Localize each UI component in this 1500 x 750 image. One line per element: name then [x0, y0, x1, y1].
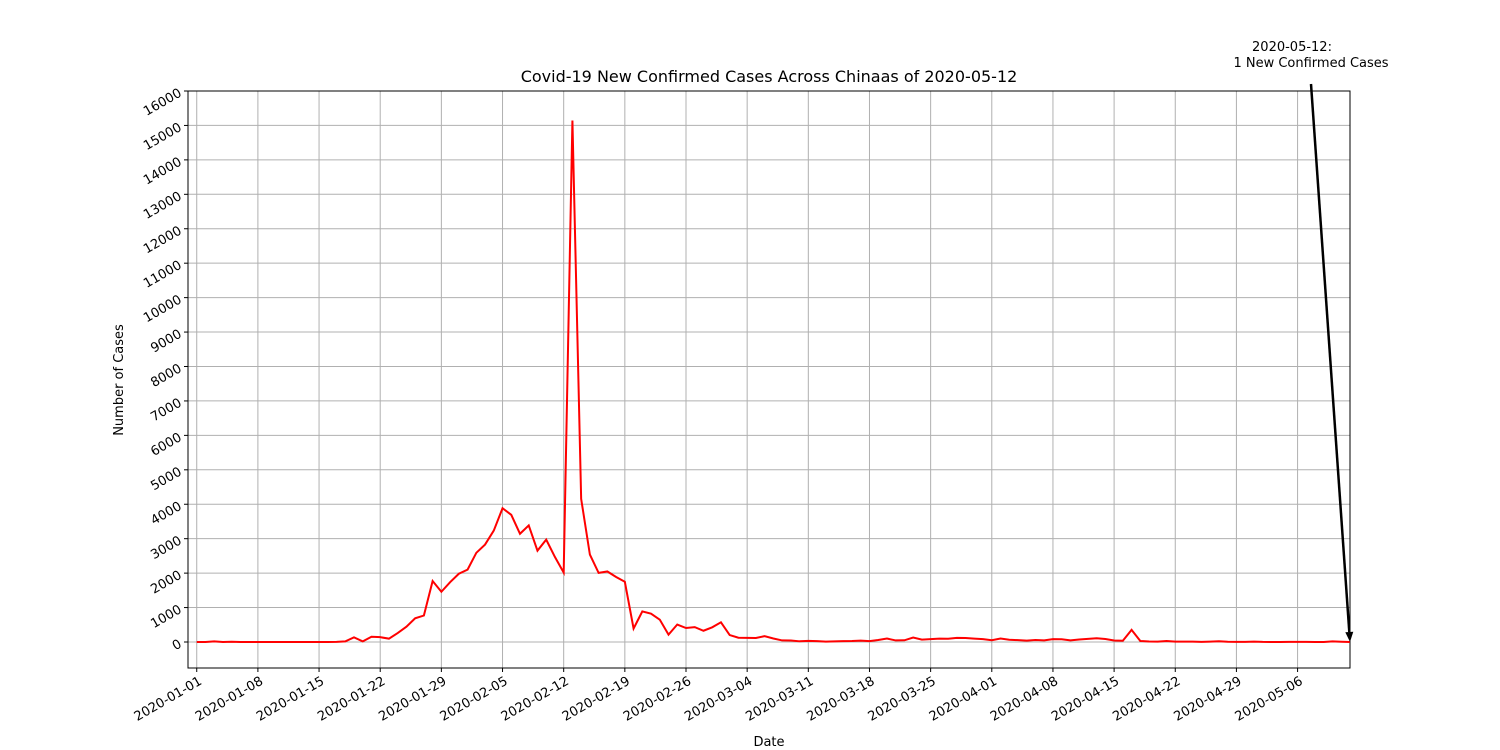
annotation-text: 2020-05-12: [1252, 40, 1332, 55]
y-tick-label: 7000 [148, 396, 184, 426]
y-tick-label: 15000 [141, 120, 184, 154]
x-tick-label: 2020-04-01 [927, 674, 1000, 725]
x-tick-label: 2020-01-22 [315, 674, 388, 725]
x-tick-label: 2020-03-18 [805, 674, 878, 725]
y-tick-label: 4000 [148, 499, 184, 529]
x-tick-label: 2020-02-05 [438, 674, 511, 725]
x-tick-label: 2020-04-22 [1110, 674, 1183, 725]
y-tick-label: 5000 [148, 465, 184, 495]
plot-frame [187, 90, 1351, 669]
y-tick-label: 8000 [148, 361, 184, 391]
annotation-text: 1 New Confirmed Cases [1233, 56, 1388, 71]
x-axis-label: Date [753, 735, 784, 750]
data-line [196, 120, 1351, 644]
x-tick-label: 2020-04-08 [988, 674, 1061, 725]
y-tick-label: 10000 [141, 292, 184, 326]
x-tick-label: 2020-01-15 [254, 674, 327, 725]
chart-title: Covid-19 New Confirmed Cases Across Chin… [521, 67, 1018, 86]
x-tick-label: 2020-03-25 [866, 674, 939, 725]
y-tick-label: 9000 [148, 327, 184, 357]
y-tick-label: 14000 [141, 155, 184, 189]
annotation-arrow [1309, 83, 1351, 633]
y-tick-label: 6000 [148, 430, 184, 460]
y-tick-label: 1000 [148, 602, 184, 632]
y-tick-label: 16000 [141, 86, 184, 120]
x-tick-label: 2020-03-04 [682, 674, 755, 725]
x-tick-label: 2020-02-26 [621, 674, 694, 725]
x-tick-label: 2020-01-08 [193, 674, 266, 725]
x-tick-label: 2020-01-01 [132, 674, 205, 725]
y-tick-label: 13000 [141, 189, 184, 223]
x-tick-label: 2020-02-19 [560, 674, 633, 725]
annotation-arrowhead [1345, 631, 1354, 642]
y-tick-label: 0 [170, 637, 185, 654]
x-tick-label: 2020-04-29 [1171, 674, 1244, 725]
x-tick-label: 2020-01-29 [376, 674, 449, 725]
y-tick-label: 2000 [148, 568, 184, 598]
x-tick-label: 2020-03-11 [743, 674, 816, 725]
y-tick-label: 12000 [141, 224, 184, 258]
x-tick-label: 2020-04-15 [1049, 674, 1122, 725]
x-tick-label: 2020-05-06 [1233, 674, 1306, 725]
y-axis-label: Number of Cases [112, 324, 127, 436]
y-tick-label: 3000 [148, 533, 184, 563]
y-tick-label: 11000 [141, 258, 184, 292]
x-tick-label: 2020-02-12 [499, 674, 572, 725]
